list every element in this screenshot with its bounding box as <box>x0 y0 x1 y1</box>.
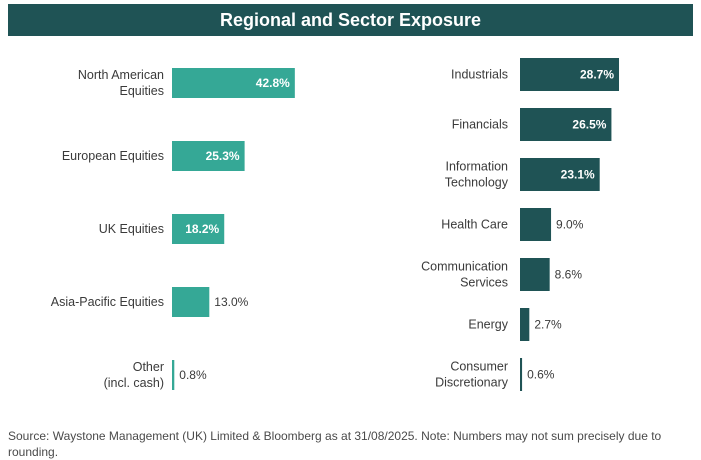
sector-value-label: 9.0% <box>556 218 584 232</box>
sector-category-label: Health Care <box>441 218 508 232</box>
regional-value-label: 25.3% <box>206 149 240 163</box>
sector-value-label: 8.6% <box>555 268 583 282</box>
source-note: Source: Waystone Management (UK) Limited… <box>8 429 662 459</box>
sector-category-label: Information Technology <box>445 160 509 190</box>
regional-bar <box>172 68 295 98</box>
sector-category-label: Financials <box>452 118 508 132</box>
regional-bar <box>172 360 175 390</box>
regional-value-label: 0.8% <box>179 368 207 382</box>
regional-bar <box>172 214 225 244</box>
sector-category-label: Energy <box>468 318 508 332</box>
regional-value-label: 18.2% <box>185 222 219 236</box>
regional-category-label: North American Equities <box>78 68 164 98</box>
regional-bar <box>172 141 245 171</box>
sector-bar <box>520 358 523 391</box>
sector-bar <box>520 258 550 291</box>
regional-value-label: 42.8% <box>256 76 290 90</box>
sector-value-label: 23.1% <box>561 168 595 182</box>
sector-bar <box>520 308 530 341</box>
regional-bar <box>172 287 210 317</box>
regional-category-label: Other (incl. cash) <box>104 360 164 390</box>
sector-category-label: Communication Services <box>421 260 508 290</box>
sector-bar <box>520 58 620 91</box>
regional-category-label: UK Equities <box>99 222 164 236</box>
sector-category-label: Industrials <box>451 68 508 82</box>
sector-bar <box>520 108 612 141</box>
regional-category-label: Asia-Pacific Equities <box>51 295 164 309</box>
sector-value-label: 0.6% <box>527 368 555 382</box>
sector-bar <box>520 158 600 191</box>
sector-value-label: 26.5% <box>572 118 606 132</box>
sector-value-label: 2.7% <box>534 318 562 332</box>
sector-category-label: Consumer Discretionary <box>435 360 509 390</box>
regional-value-label: 13.0% <box>214 295 248 309</box>
regional-category-label: European Equities <box>62 149 164 163</box>
sector-bar <box>520 208 552 241</box>
exposure-bar-charts: North American Equities 42.8% European Equi… <box>51 58 620 391</box>
sector-value-label: 28.7% <box>580 68 614 82</box>
chart-title: Regional and Sector Exposure <box>8 4 693 36</box>
